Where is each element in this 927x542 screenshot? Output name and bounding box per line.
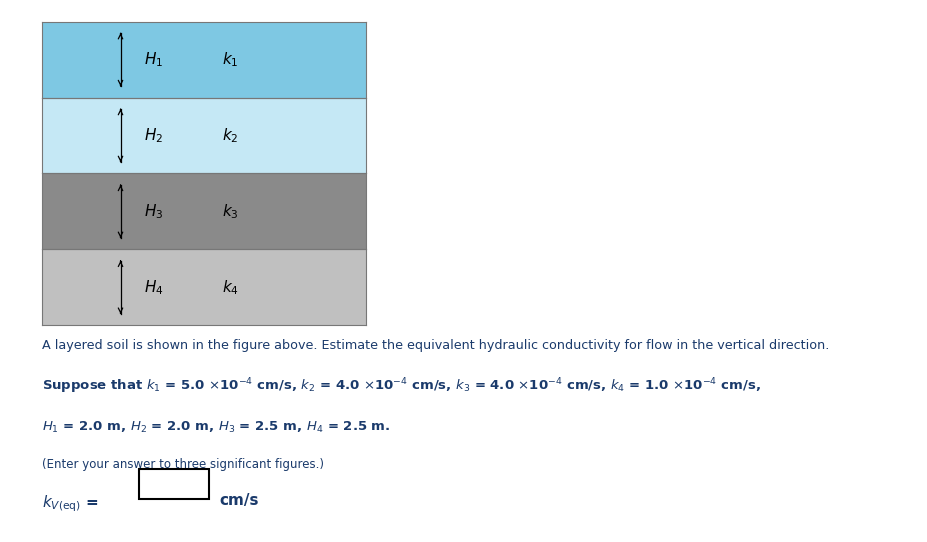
Bar xyxy=(42,98,366,173)
Bar xyxy=(42,173,366,249)
Text: $k_3$: $k_3$ xyxy=(222,202,239,221)
Bar xyxy=(42,22,366,98)
Text: $k_{V\mathrm{(eq)}}$ =: $k_{V\mathrm{(eq)}}$ = xyxy=(42,493,98,514)
Text: (Enter your answer to three significant figures.): (Enter your answer to three significant … xyxy=(42,458,324,471)
Text: cm/s: cm/s xyxy=(220,493,260,508)
Text: $H_4$: $H_4$ xyxy=(144,278,163,296)
Bar xyxy=(42,249,366,325)
Bar xyxy=(139,469,209,499)
Text: $H_3$: $H_3$ xyxy=(144,202,163,221)
Text: Suppose that $k_1$ = 5.0 $\times$10$^{-4}$ cm/s, $k_2$ = 4.0 $\times$10$^{-4}$ c: Suppose that $k_1$ = 5.0 $\times$10$^{-4… xyxy=(42,377,761,396)
Text: $k_1$: $k_1$ xyxy=(222,50,239,69)
Text: $k_2$: $k_2$ xyxy=(222,126,239,145)
Text: $H_1$ = 2.0 m, $H_2$ = 2.0 m, $H_3$ = 2.5 m, $H_4$ = 2.5 m.: $H_1$ = 2.0 m, $H_2$ = 2.0 m, $H_3$ = 2.… xyxy=(42,420,390,435)
Text: A layered soil is shown in the figure above. Estimate the equivalent hydraulic c: A layered soil is shown in the figure ab… xyxy=(42,339,829,352)
Text: $k_4$: $k_4$ xyxy=(222,278,239,296)
Text: $H_2$: $H_2$ xyxy=(144,126,163,145)
Text: $H_1$: $H_1$ xyxy=(144,50,163,69)
